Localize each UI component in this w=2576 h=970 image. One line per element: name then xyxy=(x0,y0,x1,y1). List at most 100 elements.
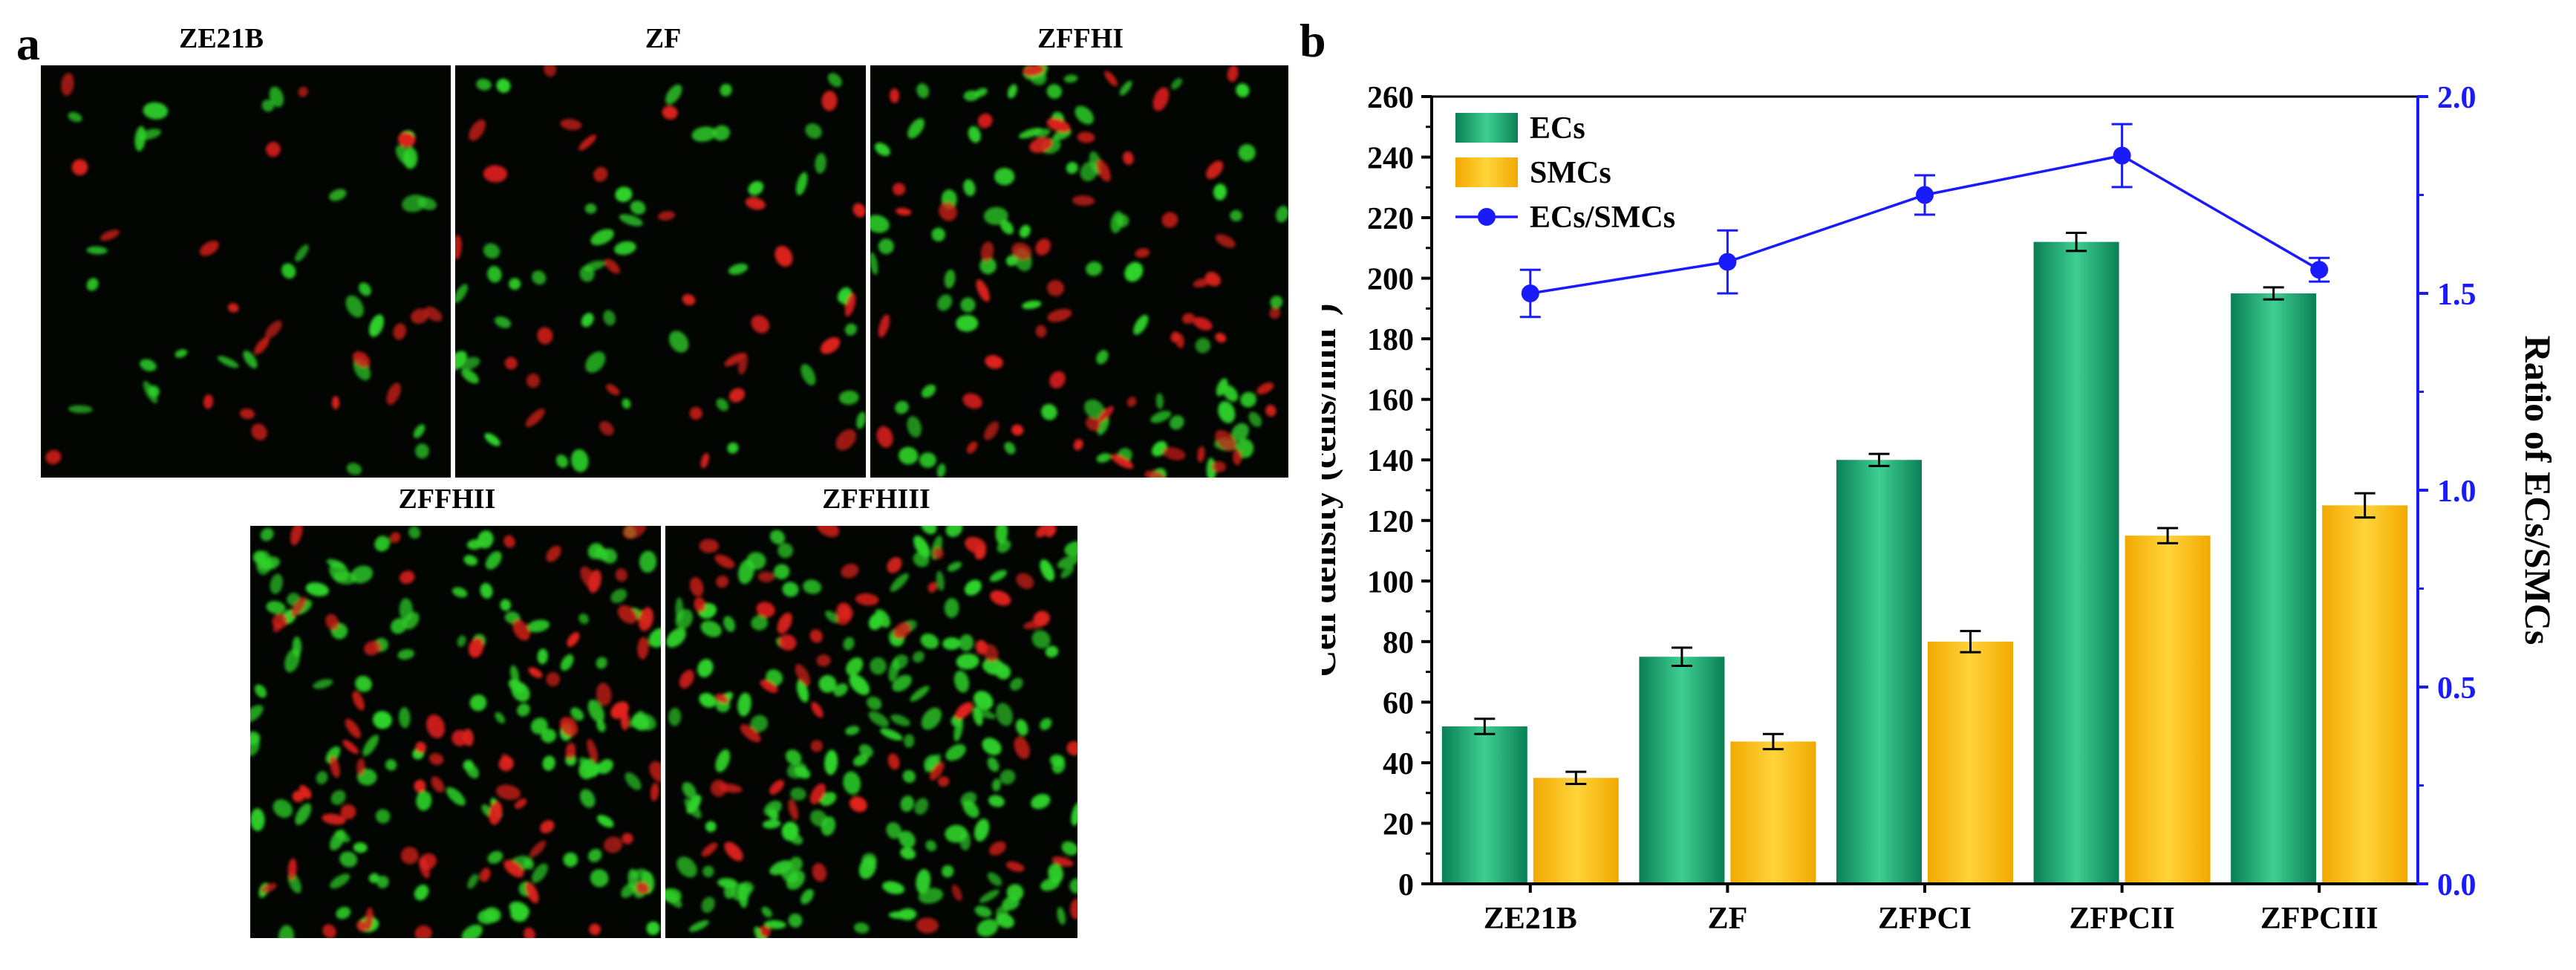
green-cell xyxy=(824,749,838,775)
red-cell xyxy=(1122,151,1134,166)
point-ratio-zfpciii xyxy=(2310,261,2329,279)
green-cell xyxy=(243,351,258,368)
green-cell xyxy=(1236,83,1250,97)
green-cell xyxy=(750,715,769,732)
green-cell xyxy=(414,885,429,901)
green-cell xyxy=(480,582,493,599)
green-cell xyxy=(900,795,914,813)
red-cell xyxy=(489,801,503,825)
red-cell xyxy=(560,119,582,131)
red-cell xyxy=(1085,417,1100,432)
green-cell xyxy=(1045,645,1059,658)
green-cell xyxy=(921,526,937,535)
micro-title-zf: ZF xyxy=(645,23,682,54)
green-cell xyxy=(359,282,371,296)
y-axis-label: Cell density (cells/mm2) xyxy=(1322,303,1343,677)
green-cell xyxy=(391,618,407,634)
green-cell xyxy=(1218,401,1236,423)
red-cell xyxy=(1135,248,1150,258)
red-cell xyxy=(429,752,444,766)
green-cell xyxy=(601,548,618,564)
green-cell xyxy=(942,637,961,650)
green-cell xyxy=(1031,630,1051,649)
micrograph-zf xyxy=(455,65,866,478)
red-cell xyxy=(769,780,784,795)
green-cell xyxy=(596,657,607,669)
red-cell xyxy=(955,702,974,720)
red-cell xyxy=(701,842,718,857)
green-cell xyxy=(921,384,936,398)
red-cell xyxy=(700,452,709,469)
red-cell xyxy=(1152,87,1170,111)
green-cell xyxy=(945,824,968,843)
micro-title-ze21b: ZE21B xyxy=(178,23,264,54)
green-cell xyxy=(853,922,870,934)
red-cell xyxy=(596,683,612,706)
green-cell xyxy=(702,865,714,877)
green-cell xyxy=(325,746,341,764)
red-cell xyxy=(526,374,541,388)
red-cell xyxy=(1096,159,1111,182)
green-cell xyxy=(1000,219,1014,235)
y-tick-label: 220 xyxy=(1367,202,1414,236)
green-cell xyxy=(925,754,942,772)
red-cell xyxy=(1011,242,1032,260)
green-cell xyxy=(913,551,930,567)
green-cell xyxy=(630,201,646,215)
micrograph-zf-cells xyxy=(455,65,866,472)
red-cell xyxy=(587,738,599,763)
red-cell xyxy=(330,755,340,778)
green-cell xyxy=(764,919,786,929)
green-cell xyxy=(963,179,976,197)
green-cell xyxy=(587,848,602,862)
red-cell xyxy=(937,776,950,787)
x-tick-label: ZFPCII xyxy=(2069,902,2174,936)
red-cell xyxy=(1175,333,1184,348)
red-cell xyxy=(876,426,893,448)
red-cell xyxy=(1233,449,1242,466)
green-cell xyxy=(1057,555,1077,569)
green-cell xyxy=(346,463,362,475)
green-cell xyxy=(1040,717,1052,730)
green-cell xyxy=(578,758,596,780)
green-cell xyxy=(217,356,239,368)
green-cell xyxy=(956,314,979,332)
red-cell xyxy=(751,315,770,333)
green-cell xyxy=(856,411,866,429)
red-cell xyxy=(469,637,484,658)
green-cell xyxy=(968,126,981,143)
red-cell xyxy=(352,351,371,368)
green-cell xyxy=(785,749,802,765)
red-cell xyxy=(714,554,735,569)
legend-swatch-ratio xyxy=(1478,208,1496,226)
red-cell xyxy=(1047,308,1072,322)
y2-tick-label: 0.5 xyxy=(2437,671,2476,706)
bar-smcs-zfpcii xyxy=(2125,536,2211,884)
green-cell xyxy=(1009,677,1023,691)
legend-label-ratio: ECs/SMCs xyxy=(1530,201,1675,235)
green-cell xyxy=(465,763,480,778)
green-cell xyxy=(899,908,917,921)
red-cell xyxy=(559,717,578,737)
green-cell xyxy=(403,611,420,630)
green-cell xyxy=(843,771,861,795)
red-cell xyxy=(1029,137,1053,153)
green-cell xyxy=(931,227,946,242)
micrograph-zffhi xyxy=(870,65,1288,478)
red-cell xyxy=(837,602,851,615)
green-cell xyxy=(899,446,919,465)
red-cell xyxy=(469,119,486,141)
red-cell xyxy=(1097,406,1114,423)
green-cell xyxy=(907,118,925,139)
y-tick-label: 0 xyxy=(1398,868,1414,902)
red-cell xyxy=(649,761,661,783)
red-cell xyxy=(662,105,678,120)
red-cell xyxy=(199,241,219,256)
green-cell xyxy=(723,616,736,632)
y2-tick-label: 1.5 xyxy=(2437,278,2476,312)
green-cell xyxy=(397,648,414,660)
green-cell xyxy=(326,559,346,570)
green-cell xyxy=(1000,769,1016,785)
error-bar-ecs-zfpci xyxy=(1868,452,1890,467)
green-cell xyxy=(912,651,925,663)
